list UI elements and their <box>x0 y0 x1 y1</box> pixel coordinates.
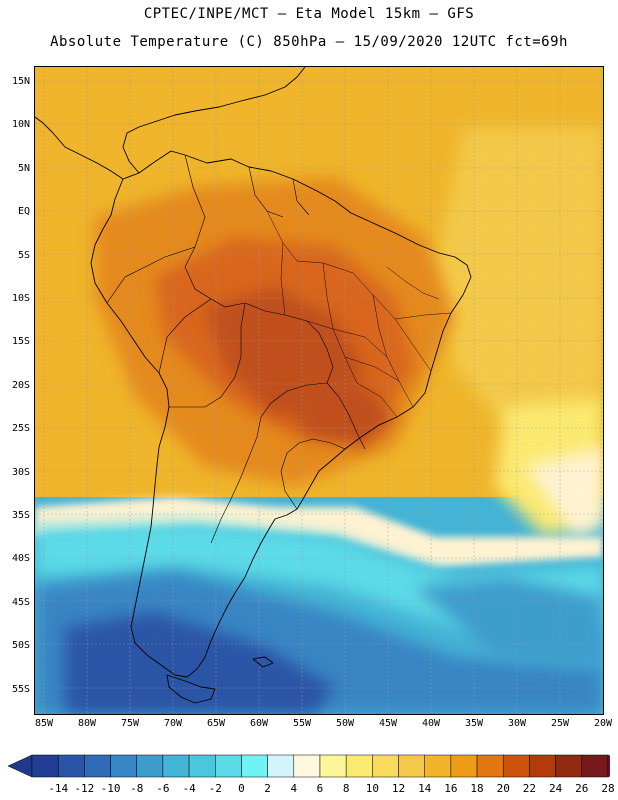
lon-tick-label: 20W <box>593 718 613 729</box>
lat-tick-label: 35S <box>11 510 30 521</box>
lat-tick-label: EQ <box>17 206 30 218</box>
state-borders <box>266 210 452 418</box>
colorbar <box>8 754 610 778</box>
central-america-coast <box>35 67 306 180</box>
lon-tick-label: 35W <box>464 718 484 729</box>
colorbar-tick-label: 4 <box>290 782 298 795</box>
lat-tick-label: 30S <box>11 466 30 478</box>
colorbar-tick-label: 26 <box>575 782 589 795</box>
colorbar-tick-label: 28 <box>601 782 615 795</box>
colorbar-high-arrow <box>607 754 610 778</box>
lon-tick-label: 30W <box>507 718 527 729</box>
colorbar-segment <box>293 754 321 778</box>
lat-tick-label: 40S <box>11 553 30 565</box>
colorbar-segment <box>502 754 530 778</box>
colorbar-segment <box>241 754 268 778</box>
colorbar-segment <box>162 754 190 778</box>
colorbar-segment <box>136 754 164 778</box>
lat-tick-label: 15S <box>11 336 30 348</box>
map-panel[interactable] <box>34 66 604 715</box>
lon-tick-label: 50W <box>335 718 355 729</box>
colorbar-tick-label: 18 <box>470 782 484 795</box>
colorbar-tick-label: 22 <box>522 782 537 795</box>
colorbar-tick-label: -12 <box>74 782 95 795</box>
colorbar-segment <box>319 754 347 778</box>
colorbar-tick-label: -6 <box>156 782 170 795</box>
colorbar-segment <box>84 754 111 778</box>
colorbar-tick-label: 8 <box>342 782 350 795</box>
colorbar-segment <box>398 754 425 778</box>
dotted-grid-overlay <box>35 67 603 714</box>
colorbar-tick-label: 12 <box>391 782 406 795</box>
colorbar-segment <box>31 754 59 778</box>
colorbar-segment <box>476 754 504 778</box>
colorbar-tick-label: 10 <box>365 782 379 795</box>
colorbar-segment <box>581 754 609 778</box>
title-line-1: CPTEC/INPE/MCT – Eta Model 15km – GFS <box>143 6 475 22</box>
falklands <box>252 656 274 668</box>
country-borders <box>106 154 366 544</box>
lon-tick-label: 65W <box>206 718 226 729</box>
lat-tick-label: 25S <box>11 423 30 435</box>
lat-tick-label: 10N <box>11 119 30 131</box>
lat-tick-label: 45S <box>11 596 30 608</box>
lon-tick-label: 75W <box>120 718 140 729</box>
colorbar-segment <box>57 754 85 778</box>
lon-tick-label: 55W <box>292 718 312 729</box>
lon-tick-label: 40W <box>421 718 441 729</box>
colorbar-tick-label: -8 <box>130 782 144 795</box>
lat-tick-label: 5N <box>17 162 30 174</box>
colorbar-segment <box>372 754 399 778</box>
colorbar-segment <box>267 754 295 778</box>
tierra-del-fuego <box>166 674 216 704</box>
colorbar-low-arrow <box>8 754 33 778</box>
lon-tick-label: 25W <box>550 718 570 729</box>
colorbar-segment <box>345 754 373 778</box>
colorbar-tick-label: -2 <box>208 782 222 795</box>
colorbar-segment <box>110 754 137 778</box>
colorbar-tick-label: -4 <box>182 782 196 795</box>
colorbar-segment <box>188 754 216 778</box>
lat-tick-label: 20S <box>11 379 30 391</box>
colorbar-tick-label: 0 <box>238 782 245 795</box>
title-line-2: Absolute Temperature (C) 850hPa – 15/09/… <box>50 34 568 50</box>
colorbar-tick-label: 6 <box>316 782 324 795</box>
colorbar-tick-label: -10 <box>100 782 121 795</box>
lon-tick-label: 60W <box>249 718 269 729</box>
lat-tick-label: 15N <box>11 76 30 87</box>
lat-tick-label: 10S <box>11 293 30 304</box>
colorbar-tick-label: 14 <box>418 782 432 795</box>
lon-tick-label: 70W <box>163 718 183 729</box>
lon-tick-label: 45W <box>378 718 398 729</box>
coastlines <box>35 67 472 704</box>
lat-tick-label: 55S <box>11 683 30 695</box>
colorbar-segment <box>555 754 583 778</box>
colorbar-tick-label: -14 <box>48 782 69 795</box>
lat-tick-label: 5S <box>17 249 30 261</box>
colorbar-tick-label: 20 <box>496 782 510 795</box>
lon-tick-label: 80W <box>77 718 97 729</box>
temperature-map[interactable] <box>35 67 603 714</box>
south-america-coast <box>90 150 472 678</box>
colorbar-tick-label: 24 <box>548 782 563 795</box>
lat-tick-label: 50S <box>11 640 30 652</box>
colorbar-tick-label: 2 <box>264 782 271 795</box>
colorbar-segment <box>215 754 242 778</box>
colorbar-segment <box>424 754 452 778</box>
lon-tick-label: 85W <box>34 718 54 729</box>
colorbar-segment <box>529 754 556 778</box>
colorbar-tick-label: 16 <box>444 782 458 795</box>
colorbar-segment <box>450 754 478 778</box>
